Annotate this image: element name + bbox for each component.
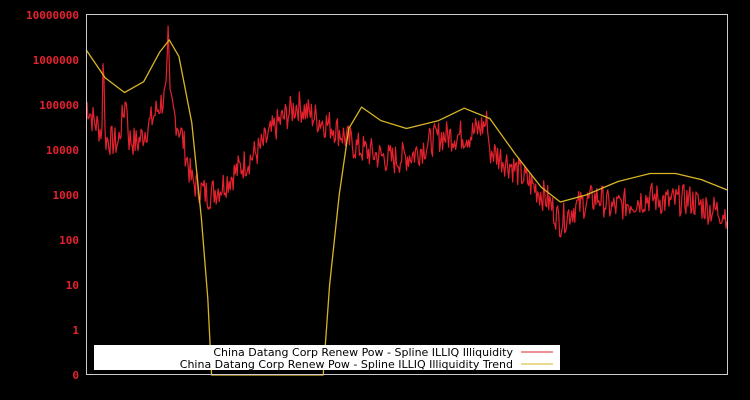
y-tick-label: 10000000 [26,9,79,22]
legend-box [94,345,560,370]
plot-area [85,25,728,376]
legend-label-illiquidity: China Datang Corp Renew Pow - Spline ILL… [213,346,513,359]
legend-label-trend: China Datang Corp Renew Pow - Spline ILL… [180,358,513,371]
series-trend-line [85,39,728,376]
y-tick-label: 1 [72,324,79,337]
y-tick-label: 100000 [39,99,79,112]
legend: China Datang Corp Renew Pow - Spline ILL… [94,345,560,371]
y-tick-label: 1000 [53,189,80,202]
y-tick-label: 1000000 [33,54,79,67]
y-tick-label: 10 [66,279,79,292]
plot-frame [86,14,728,375]
y-tick-label: 100 [59,234,79,247]
series-illiquidity-line [85,25,728,238]
y-tick-label: 0 [72,369,79,382]
y-tick-label: 10000 [46,144,79,157]
